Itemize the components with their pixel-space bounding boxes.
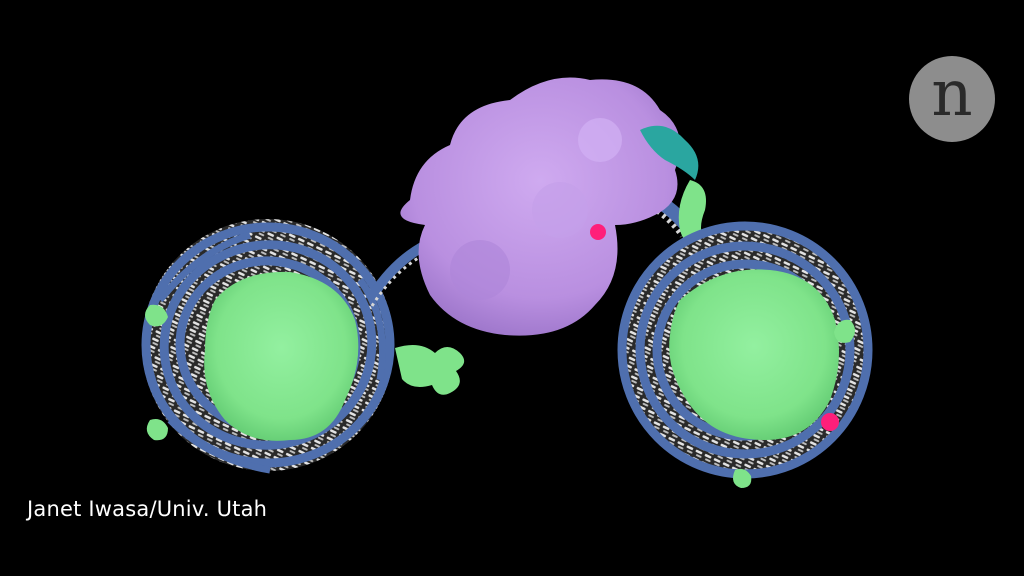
publisher-logo: n xyxy=(909,56,995,142)
image-credit: Janet Iwasa/Univ. Utah xyxy=(27,497,268,521)
enzyme-complex xyxy=(400,77,706,336)
left-nucleosome xyxy=(141,219,465,474)
logo-letter: n xyxy=(931,57,973,131)
right-nucleosome xyxy=(617,221,873,488)
